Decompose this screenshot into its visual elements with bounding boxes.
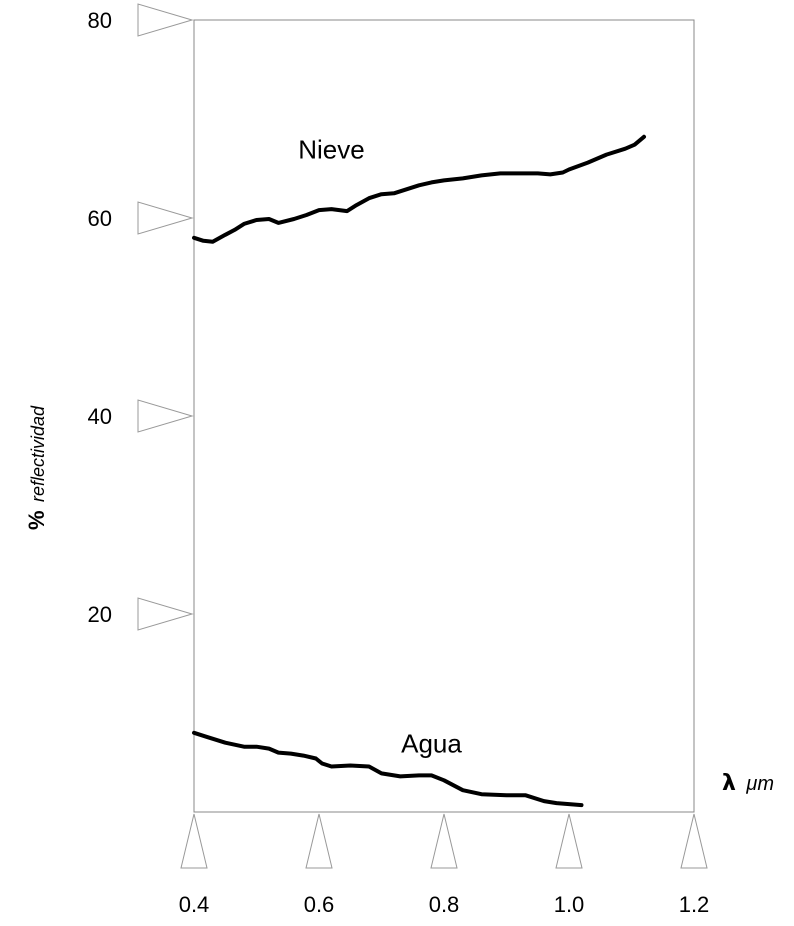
x-tick-label: 0.4 bbox=[179, 892, 210, 917]
x-tick-label: 0.6 bbox=[304, 892, 335, 917]
y-axis-label-percent: % bbox=[24, 510, 49, 530]
y-marker-triangle bbox=[137, 597, 194, 631]
y-tick-labels: 20 40 60 80 bbox=[88, 8, 112, 627]
plot-frame bbox=[193, 19, 695, 813]
x-marker-triangle bbox=[555, 813, 583, 869]
y-tick-label: 80 bbox=[88, 8, 112, 33]
y-marker-triangle bbox=[137, 399, 194, 433]
x-tick-label: 1.2 bbox=[679, 892, 710, 917]
x-tick-label: 1.0 bbox=[554, 892, 585, 917]
y-tick-label: 20 bbox=[88, 602, 112, 627]
x-marker-triangle bbox=[430, 813, 458, 869]
x-tick-labels: 0.4 0.6 0.8 1.0 1.2 bbox=[179, 892, 710, 917]
y-axis-label-text: reflectividad bbox=[28, 405, 48, 502]
y-tick-label: 60 bbox=[88, 206, 112, 231]
x-marker-triangle bbox=[180, 813, 208, 869]
series-lines bbox=[192, 134, 646, 808]
y-marker-triangle bbox=[137, 3, 194, 37]
series-line-nieve bbox=[192, 134, 646, 244]
series-label: Agua bbox=[401, 729, 462, 759]
y-axis-label: % reflectividad bbox=[24, 405, 49, 530]
series-line-agua bbox=[192, 730, 584, 808]
x-tick-label: 0.8 bbox=[429, 892, 460, 917]
y-marker-triangle bbox=[137, 201, 194, 235]
x-marker-triangle bbox=[680, 813, 708, 869]
x-axis-label-unit: μm bbox=[745, 773, 774, 795]
x-axis-label: λ μm bbox=[722, 771, 774, 796]
series-label: Nieve bbox=[298, 135, 364, 165]
y-axis-markers bbox=[137, 3, 194, 631]
x-marker-triangle bbox=[305, 813, 333, 869]
x-axis-label-symbol: λ bbox=[722, 771, 736, 796]
series-labels: Nieve Agua bbox=[298, 135, 462, 759]
x-axis-markers bbox=[180, 813, 708, 869]
y-tick-label: 40 bbox=[88, 404, 112, 429]
